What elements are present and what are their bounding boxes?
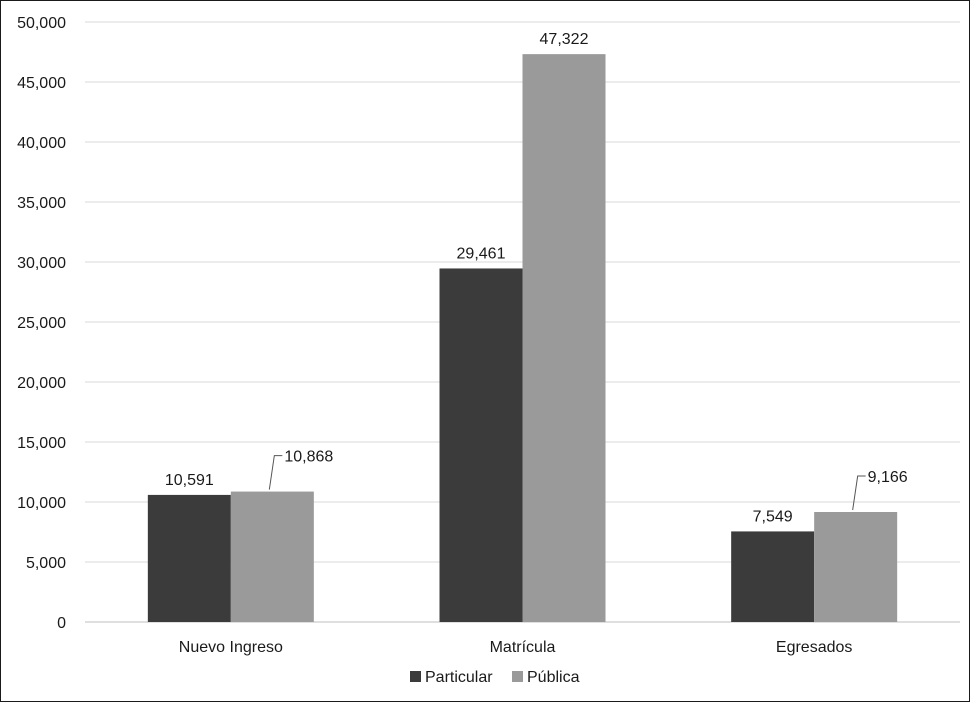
data-label: 7,549	[753, 508, 793, 525]
x-axis-categories: Nuevo Ingreso Matrícula Egresados	[179, 639, 853, 656]
bar-pblica-1	[522, 54, 606, 623]
data-label: 29,461	[457, 245, 506, 262]
data-labels: 10,591 10,868 29,461 47,322 7,549 9,166	[165, 31, 908, 525]
data-label: 9,166	[868, 469, 908, 486]
y-tick-label: 35,000	[17, 195, 66, 212]
y-tick-label: 5,000	[26, 555, 66, 572]
bars	[147, 54, 898, 623]
legend-swatch	[512, 671, 523, 682]
y-tick-label: 40,000	[17, 135, 66, 152]
y-tick-label: 30,000	[17, 255, 66, 272]
data-label-leader-line	[268, 455, 283, 490]
bar-particular-2	[731, 531, 815, 622]
data-label-leader-line	[852, 475, 866, 511]
y-axis-ticks: 0 5,000 10,000 15,000 20,000 25,000 30,000 35,0…	[17, 15, 66, 632]
y-tick-label: 50,000	[17, 15, 66, 32]
y-tick-label: 0	[57, 615, 66, 632]
bar-particular-0	[147, 494, 231, 622]
y-tick-label: 10,000	[17, 495, 66, 512]
x-category-label: Matrícula	[490, 639, 556, 656]
y-tick-label: 15,000	[17, 435, 66, 452]
bar-pblica-2	[814, 512, 898, 622]
data-label: 10,591	[165, 472, 214, 489]
bar-particular-1	[439, 268, 523, 622]
bar-pblica-0	[230, 491, 314, 622]
data-label: 10,868	[284, 449, 333, 466]
y-tick-label: 20,000	[17, 375, 66, 392]
legend: Particular Pública	[410, 669, 580, 686]
x-category-label: Egresados	[776, 639, 853, 656]
y-tick-label: 25,000	[17, 315, 66, 332]
legend-swatch	[410, 671, 421, 682]
data-label: 47,322	[540, 31, 589, 48]
legend-label: Pública	[527, 669, 580, 686]
y-tick-label: 45,000	[17, 75, 66, 92]
legend-label: Particular	[425, 669, 493, 686]
x-category-label: Nuevo Ingreso	[179, 639, 283, 656]
